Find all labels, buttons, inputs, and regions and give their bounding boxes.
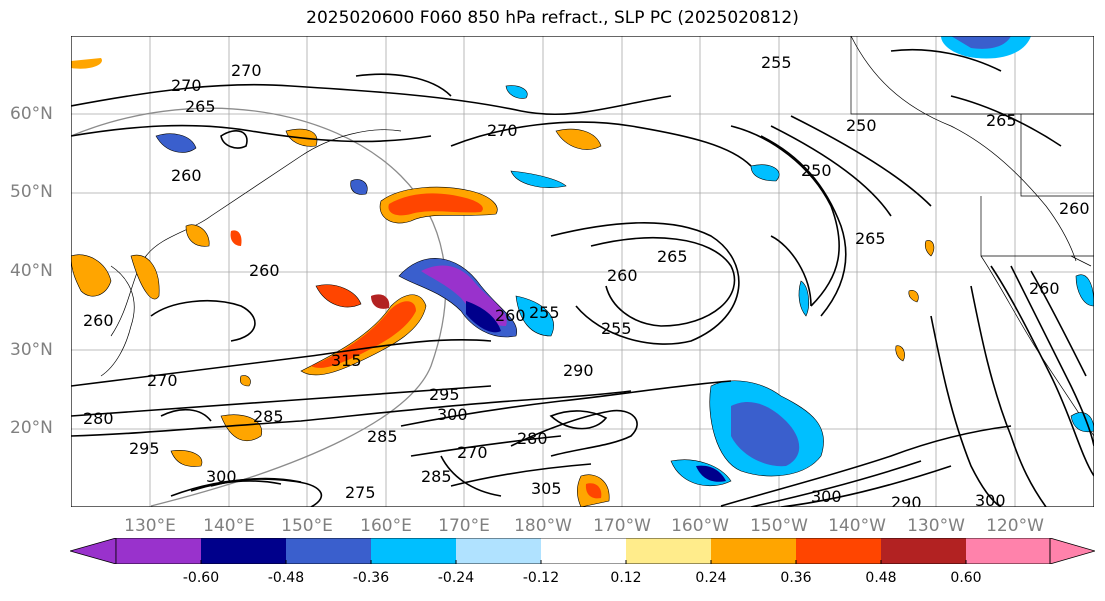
slp-contours bbox=[71, 48, 1094, 507]
lon-label-150e: 150°E bbox=[281, 516, 333, 536]
colorbar-bin bbox=[881, 538, 966, 564]
contour-label: 265 bbox=[986, 111, 1017, 130]
colorbar-tick-label: 0.24 bbox=[695, 570, 727, 586]
contour-label: 275 bbox=[345, 483, 376, 502]
contour-label: 290 bbox=[563, 361, 594, 380]
contour-label: 260 bbox=[1059, 199, 1090, 218]
colorbar-svg bbox=[68, 537, 1097, 565]
contour-labels: 270 270 265 260 260 260 270 270 280 285 … bbox=[83, 53, 1090, 507]
colorbar-tick-label: -0.48 bbox=[267, 570, 305, 586]
contour-label: 290 bbox=[891, 493, 922, 507]
colorbar-bin bbox=[286, 538, 371, 564]
lon-label-140w: 140°W bbox=[828, 516, 886, 536]
colorbar-bin bbox=[116, 538, 201, 564]
contour-label: 315 bbox=[331, 351, 362, 370]
colorbar-tick-label: 0.12 bbox=[610, 570, 642, 586]
contour-label: 255 bbox=[761, 53, 792, 72]
colorbar-bin bbox=[201, 538, 286, 564]
lon-label-150w: 150°W bbox=[750, 516, 808, 536]
colorbar-bin bbox=[626, 538, 711, 564]
contour-label: 285 bbox=[421, 467, 452, 486]
refractivity-negative-fills bbox=[155, 36, 1094, 487]
lat-label-60n: 60°N bbox=[10, 104, 53, 124]
colorbar-extend-low bbox=[68, 537, 117, 565]
contour-label: 300 bbox=[975, 491, 1006, 507]
contour-label: 305 bbox=[531, 479, 562, 498]
colorbar-bin bbox=[966, 538, 1050, 564]
contour-label: 280 bbox=[83, 409, 114, 428]
contour-label: 295 bbox=[129, 439, 160, 458]
contour-label: 260 bbox=[1029, 279, 1060, 298]
lat-label-30n: 30°N bbox=[10, 340, 53, 360]
lat-label-40n: 40°N bbox=[10, 261, 53, 281]
contour-label: 265 bbox=[657, 247, 688, 266]
contour-label: 260 bbox=[249, 261, 280, 280]
contour-label: 255 bbox=[601, 319, 632, 338]
map-panel: 270 270 265 260 260 260 270 270 280 285 … bbox=[71, 36, 1094, 507]
contour-label: 260 bbox=[171, 166, 202, 185]
colorbar-bin bbox=[371, 538, 456, 564]
colorbar-tick-marks bbox=[200, 560, 967, 564]
colorbar-tick-label: 0.60 bbox=[950, 570, 982, 586]
contour-label: 300 bbox=[206, 467, 237, 486]
contour-label: 270 bbox=[147, 371, 178, 390]
colorbar-tick-label: -0.36 bbox=[352, 570, 390, 586]
contour-label: 265 bbox=[855, 229, 886, 248]
colorbar-tick-label: -0.12 bbox=[522, 570, 560, 586]
colorbar-bin bbox=[456, 538, 541, 564]
colorbar-tick-label: -0.60 bbox=[182, 570, 220, 586]
lon-label-130e: 130°E bbox=[124, 516, 176, 536]
lon-label-160e: 160°E bbox=[360, 516, 412, 536]
contour-label: 285 bbox=[253, 407, 284, 426]
contour-label: 250 bbox=[801, 161, 832, 180]
lon-label-170e: 170°E bbox=[438, 516, 490, 536]
lon-label-170w: 170°W bbox=[593, 516, 651, 536]
contour-label: 260 bbox=[495, 306, 526, 325]
contour-label: 300 bbox=[437, 405, 468, 424]
lon-label-140e: 140°E bbox=[203, 516, 255, 536]
contour-label: 270 bbox=[231, 61, 262, 80]
colorbar bbox=[68, 537, 1097, 565]
lat-label-20n: 20°N bbox=[10, 418, 53, 438]
refractivity-positive-fills bbox=[71, 58, 935, 507]
lon-label-130w: 130°W bbox=[907, 516, 965, 536]
contour-label: 300 bbox=[811, 487, 842, 506]
map-title: 2025020600 F060 850 hPa refract., SLP PC… bbox=[306, 8, 799, 28]
colorbar-bin bbox=[796, 538, 881, 564]
contour-label: 270 bbox=[171, 76, 202, 95]
contour-label: 255 bbox=[529, 303, 560, 322]
contour-label: 295 bbox=[429, 385, 460, 404]
lon-label-160w: 160°W bbox=[671, 516, 729, 536]
contour-label: 270 bbox=[487, 121, 518, 140]
contour-label: 265 bbox=[185, 97, 216, 116]
contour-label: 250 bbox=[846, 116, 877, 135]
lon-label-180w: 180°W bbox=[514, 516, 572, 536]
contour-label: 280 bbox=[517, 429, 548, 448]
contour-label: 260 bbox=[607, 266, 638, 285]
colorbar-tick-label: 0.36 bbox=[780, 570, 812, 586]
map-canvas: 270 270 265 260 260 260 270 270 280 285 … bbox=[71, 36, 1094, 507]
contour-label: 285 bbox=[367, 427, 398, 446]
colorbar-bin bbox=[711, 538, 796, 564]
colorbar-tick-label: -0.24 bbox=[437, 570, 475, 586]
contour-label: 260 bbox=[83, 311, 114, 330]
contour-label: 270 bbox=[457, 443, 488, 462]
colorbar-tick-label: 0.48 bbox=[865, 570, 897, 586]
trajectory-arc bbox=[71, 107, 447, 507]
lon-label-120w: 120°W bbox=[986, 516, 1044, 536]
lat-label-50n: 50°N bbox=[10, 182, 53, 202]
colorbar-extend-high bbox=[1049, 537, 1097, 565]
colorbar-bin bbox=[541, 538, 626, 564]
